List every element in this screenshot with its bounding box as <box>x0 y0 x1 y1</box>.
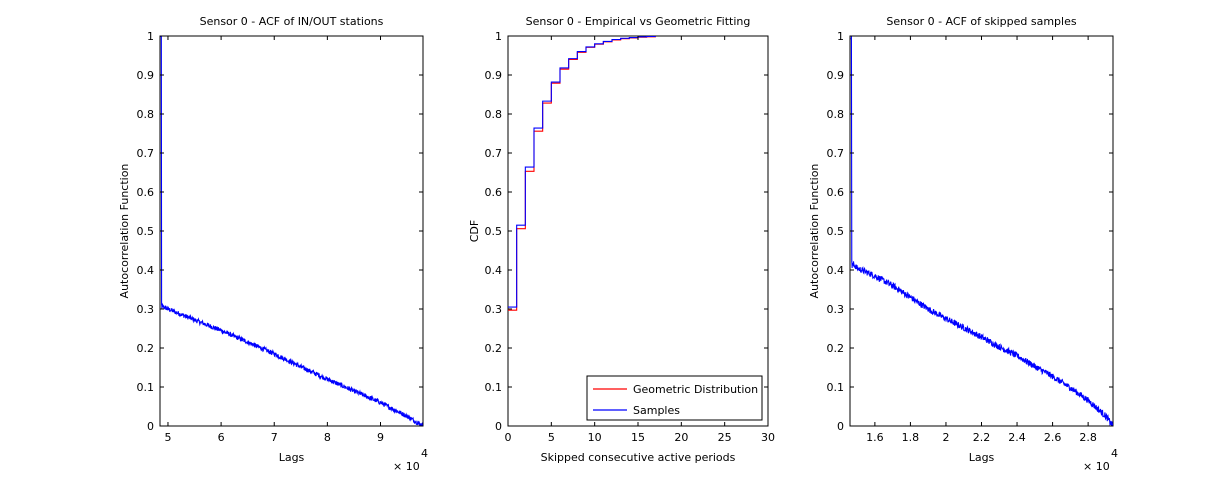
x-tick-label: 15 <box>631 431 645 444</box>
y-tick-label: 0.1 <box>827 381 845 394</box>
y-tick-label: 0.2 <box>137 342 155 355</box>
y-tick-label: 0.9 <box>827 69 845 82</box>
x-tick-label: 9 <box>377 431 384 444</box>
legend-label-1: Geometric Distribution <box>633 383 758 396</box>
y-tick-label: 0.5 <box>827 225 845 238</box>
y-tick-label: 0.8 <box>485 108 503 121</box>
y-tick-label: 0.8 <box>827 108 845 121</box>
chart-panel-1: 5 6 7 8 9 0 0.1 0.2 0.3 0.4 0.5 0.6 0.7 0.8 0.9 1 Sensor… <box>118 15 428 473</box>
x-tick-label: 10 <box>588 431 602 444</box>
y-tick-label: 0.9 <box>137 69 155 82</box>
x-tick-label: 2.4 <box>1008 431 1026 444</box>
y-tick-label: 0 <box>837 420 844 433</box>
y-tick-label: 0.3 <box>485 303 503 316</box>
y-tick-label: 0.6 <box>485 186 503 199</box>
y-tick-label: 0.5 <box>485 225 503 238</box>
legend: Geometric Distribution Samples <box>586 375 763 421</box>
legend-box <box>586 375 763 421</box>
x-tick-label: 30 <box>761 431 775 444</box>
x-axis-label: Skipped consecutive active periods <box>541 451 736 464</box>
x-tick-label: 7 <box>271 431 278 444</box>
x-tick-label: 2.2 <box>973 431 991 444</box>
y-tick-label: 0.3 <box>137 303 155 316</box>
chart-panel-2: 0 5 10 15 20 25 30 0 0.1 0.2 0.3 0.4 0.5 0.6 0.7 0.8 0.9… <box>468 15 775 464</box>
y-axis-label: Autocorrelation Function <box>808 164 821 299</box>
y-tick-label: 0.9 <box>485 69 503 82</box>
y-tick-label: 0.3 <box>827 303 845 316</box>
y-tick-label: 1 <box>837 30 844 43</box>
y-tick-label: 0.4 <box>485 264 503 277</box>
y-tick-label: 0.5 <box>137 225 155 238</box>
y-tick-label: 0.6 <box>827 186 845 199</box>
series-group <box>850 36 1113 426</box>
x-tick-label: 2.6 <box>1044 431 1062 444</box>
y-tick-label: 0.2 <box>827 342 845 355</box>
x-tick-label: 8 <box>324 431 331 444</box>
y-axis-label: Autocorrelation Function <box>118 164 131 299</box>
x-tick-label: 1.8 <box>902 431 920 444</box>
chart-title: Sensor 0 - ACF of IN/OUT stations <box>200 15 384 28</box>
legend-label-2: Samples <box>633 404 680 417</box>
x-tick-label: 20 <box>674 431 688 444</box>
chart-panel-3: 1.6 1.8 2 2.2 2.4 2.6 2.8 0 0.1 0.2 0.3 0.4 0.5 0.6 0.… <box>808 15 1118 473</box>
y-tick-label: 1 <box>495 30 502 43</box>
y-tick-label: 0.4 <box>137 264 155 277</box>
x-tick-label: 1.6 <box>866 431 884 444</box>
x-tick-label: 5 <box>164 431 171 444</box>
y-tick-label: 0.7 <box>827 147 845 160</box>
x-tick-label: 0 <box>505 431 512 444</box>
y-tick-label: 0.4 <box>827 264 845 277</box>
series-group <box>508 36 656 311</box>
chart-title: Sensor 0 - ACF of skipped samples <box>886 15 1076 28</box>
x-multiplier-exponent: 4 <box>1111 447 1118 460</box>
axes-frame <box>507 35 769 427</box>
y-tick-label: 0 <box>147 420 154 433</box>
series-line-1 <box>850 36 1113 426</box>
series-line-2 <box>508 36 656 308</box>
y-tick-label: 1 <box>147 30 154 43</box>
y-tick-label: 0.1 <box>485 381 503 394</box>
axes-frame <box>849 35 1114 427</box>
y-tick-label: 0.7 <box>137 147 155 160</box>
y-axis-label: CDF <box>468 220 481 242</box>
x-axis-label: Lags <box>279 451 305 464</box>
y-tick-label: 0.2 <box>485 342 503 355</box>
x-tick-label: 5 <box>548 431 555 444</box>
x-tick-label: 2 <box>942 431 949 444</box>
y-tick-label: 0.7 <box>485 147 503 160</box>
series-line-1 <box>160 36 423 426</box>
x-multiplier-label: × 10 <box>1083 460 1110 473</box>
x-tick-label: 25 <box>718 431 732 444</box>
y-tick-label: 0.6 <box>137 186 155 199</box>
x-tick-label: 2.8 <box>1079 431 1097 444</box>
chart-title: Sensor 0 - Empirical vs Geometric Fittin… <box>526 15 751 28</box>
x-multiplier-exponent: 4 <box>421 447 428 460</box>
y-tick-label: 0.1 <box>137 381 155 394</box>
y-tick-label: 0 <box>495 420 502 433</box>
y-tick-label: 0.8 <box>137 108 155 121</box>
series-group <box>160 36 423 426</box>
x-multiplier-label: × 10 <box>393 460 420 473</box>
axes-frame <box>159 35 424 427</box>
x-tick-label: 6 <box>218 431 225 444</box>
x-axis-label: Lags <box>969 451 995 464</box>
